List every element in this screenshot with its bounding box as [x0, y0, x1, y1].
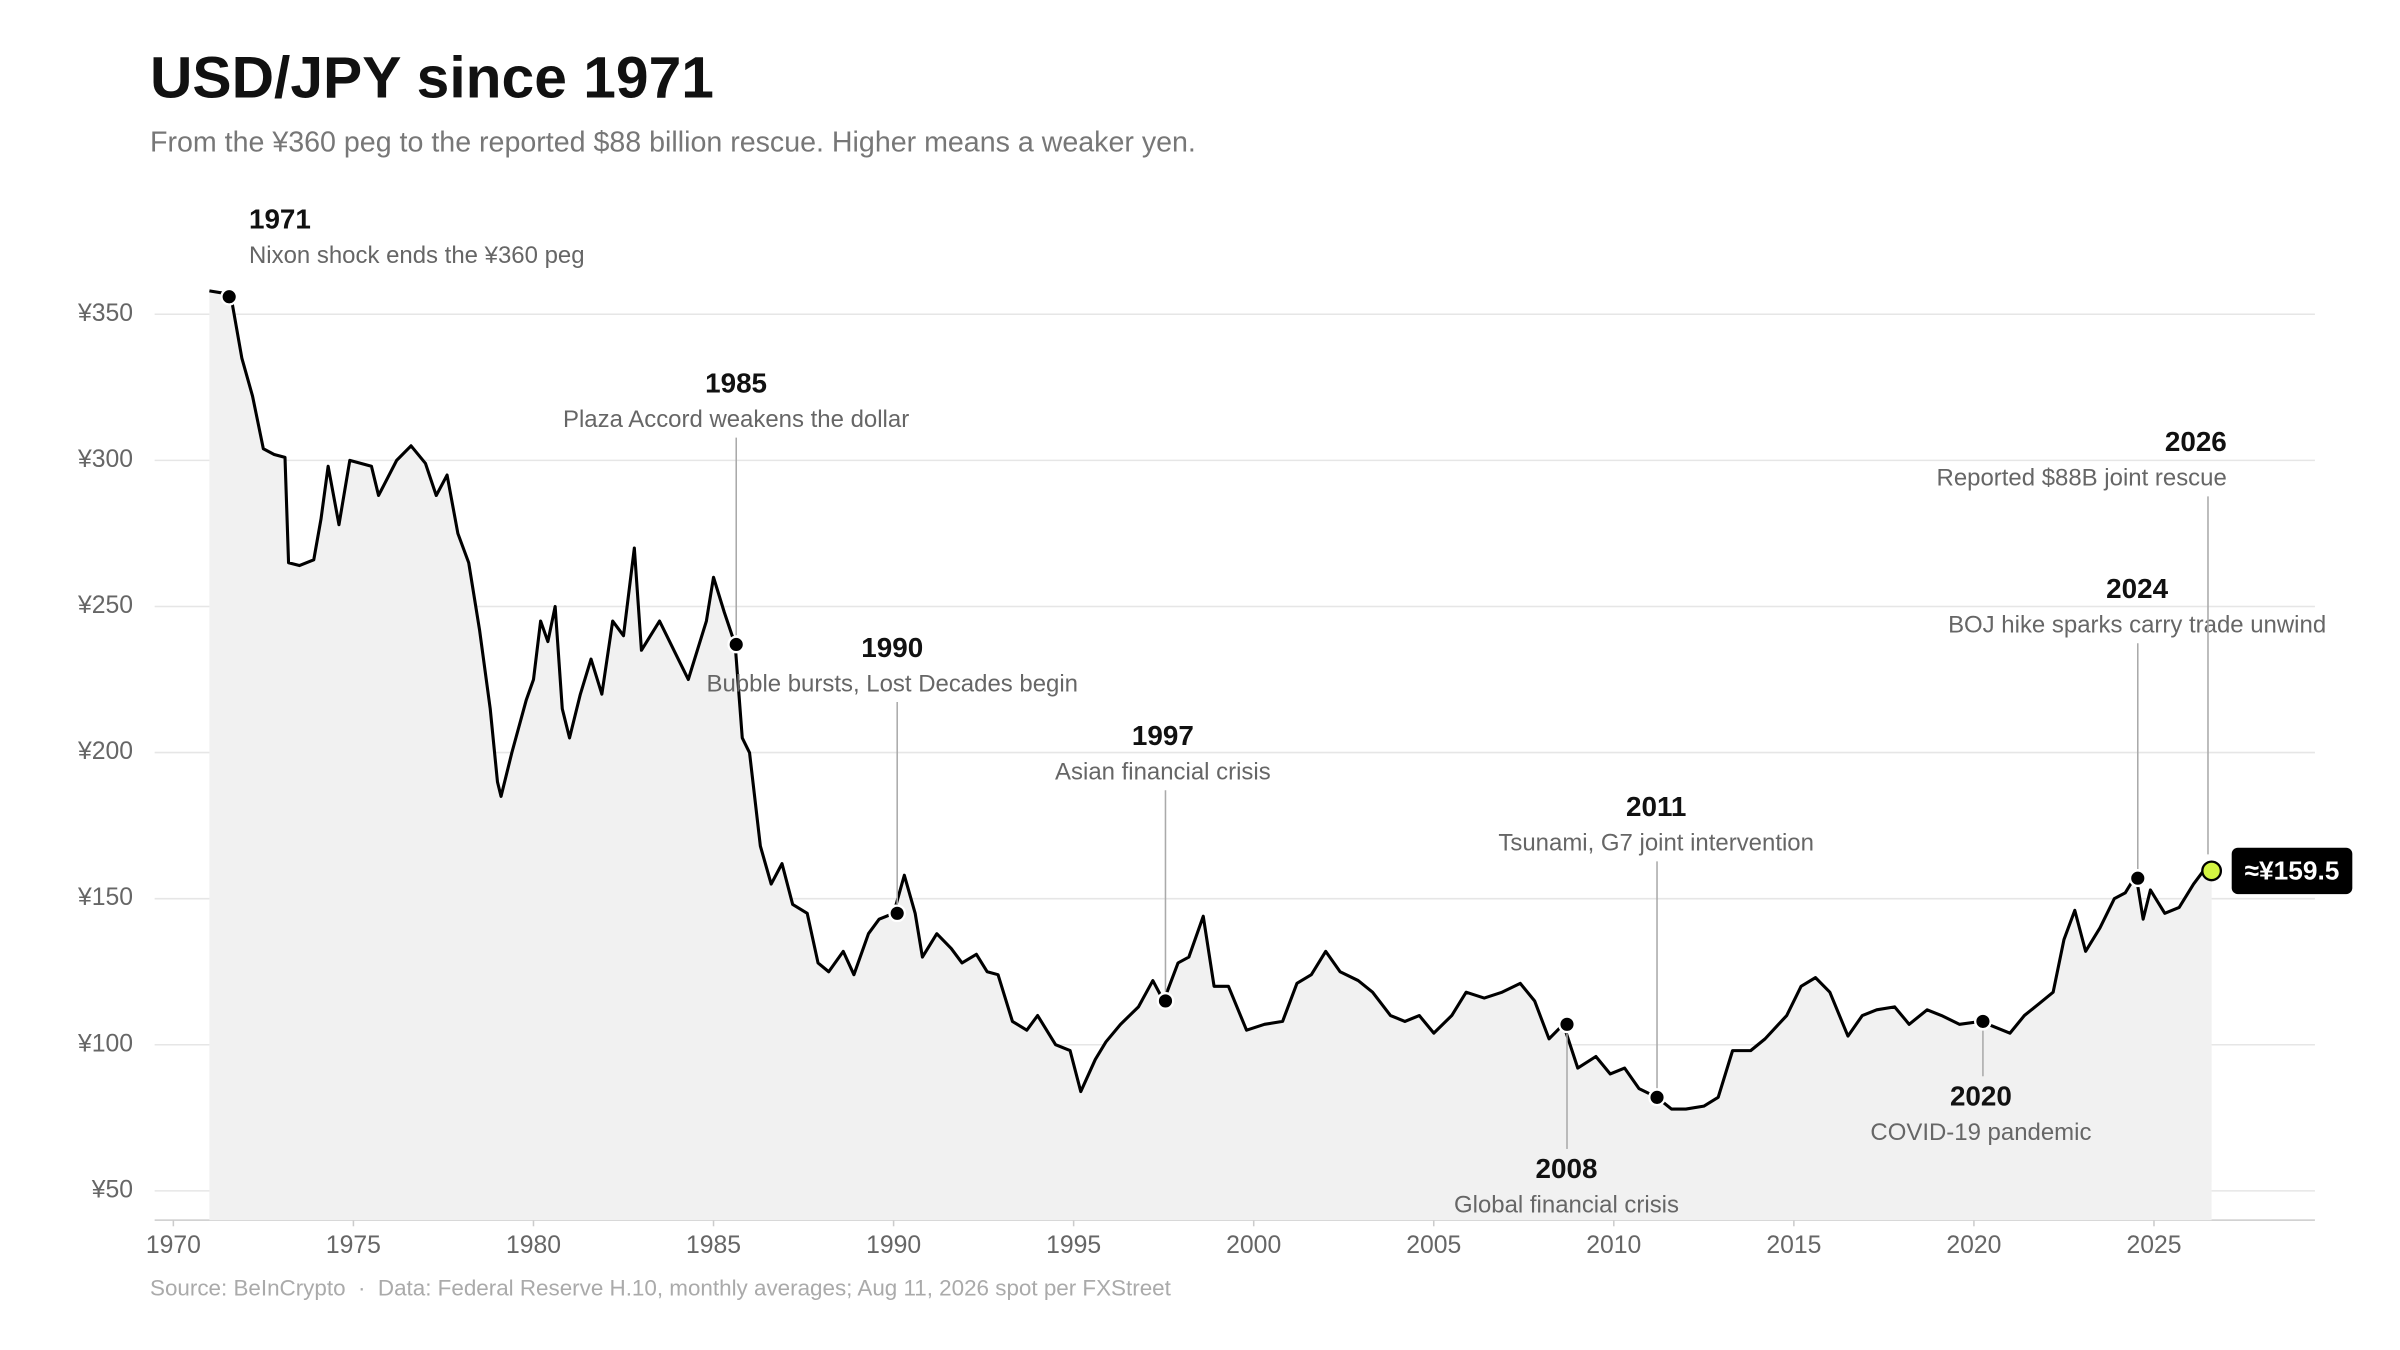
annotation-marker — [2128, 869, 2147, 888]
source-note: Source: BeInCrypto · Data: Federal Reser… — [150, 1276, 1172, 1301]
current-marker — [2201, 860, 2223, 882]
annotation-marker — [220, 287, 239, 306]
x-tick-label: 2010 — [1586, 1232, 1641, 1259]
annotation-year: 1990 — [861, 632, 923, 663]
annotation-text: Plaza Accord weakens the dollar — [563, 406, 909, 433]
y-tick-label: ¥50 — [91, 1176, 133, 1203]
chart-subtitle: From the ¥360 peg to the reported $88 bi… — [150, 126, 1196, 158]
x-tick-label: 2020 — [1946, 1232, 2001, 1259]
annotation-marker — [727, 635, 746, 654]
x-tick-label: 2000 — [1226, 1232, 1281, 1259]
annotation-text: BOJ hike sparks carry trade unwind — [1948, 612, 2326, 639]
x-tick-label: 2015 — [1766, 1232, 1821, 1259]
annotation-marker — [1156, 992, 1175, 1010]
annotation-marker — [1648, 1088, 1666, 1107]
annotation-text: Global financial crisis — [1454, 1192, 1679, 1219]
x-tick-label: 2005 — [1406, 1232, 1461, 1259]
current-label: ≈¥159.5 — [2245, 855, 2340, 885]
annotation-text: Asian financial crisis — [1055, 759, 1271, 786]
annotation-text: COVID-19 pandemic — [1870, 1119, 2091, 1146]
x-tick-label: 1980 — [506, 1232, 561, 1259]
y-tick-label: ¥250 — [77, 592, 133, 619]
annotation-year: 2020 — [1950, 1080, 2012, 1111]
y-tick-label: ¥200 — [77, 738, 133, 765]
y-tick-label: ¥150 — [77, 884, 133, 911]
annotation-marker — [888, 904, 907, 923]
annotation-text: Bubble bursts, Lost Decades begin — [707, 670, 1079, 697]
annotation-year: 1985 — [705, 367, 767, 398]
annotation-year: 1997 — [1132, 720, 1194, 751]
area — [209, 290, 2212, 1221]
annotation-year: 2024 — [2106, 573, 2168, 604]
x-tick-label: 1985 — [686, 1232, 741, 1259]
x-tick-label: 1975 — [326, 1232, 381, 1259]
annotation-text: Reported $88B joint rescue — [1937, 465, 2227, 492]
x-tick-label: 1995 — [1046, 1232, 1101, 1259]
chart-title: USD/JPY since 1971 — [150, 45, 714, 110]
annotation-year: 1971 — [249, 203, 311, 234]
current-label-box — [2231, 847, 2353, 895]
annotation-marker — [1974, 1012, 1992, 1031]
x-tick-label: 1970 — [146, 1232, 201, 1259]
x-tick-label: 2025 — [2126, 1232, 2181, 1259]
annotation-year: 2026 — [2165, 426, 2227, 457]
annotation-year: 2011 — [1626, 791, 1686, 822]
y-tick-label: ¥100 — [77, 1030, 133, 1057]
annotation-year: 2008 — [1536, 1153, 1598, 1184]
y-tick-label: ¥350 — [77, 300, 133, 327]
annotation-text: Nixon shock ends the ¥360 peg — [249, 242, 585, 269]
x-tick-label: 1990 — [866, 1232, 921, 1259]
annotation-text: Tsunami, G7 joint intervention — [1498, 830, 1814, 857]
price-line — [209, 289, 2212, 1111]
annotation-marker — [1558, 1015, 1576, 1034]
y-tick-label: ¥300 — [77, 446, 133, 473]
